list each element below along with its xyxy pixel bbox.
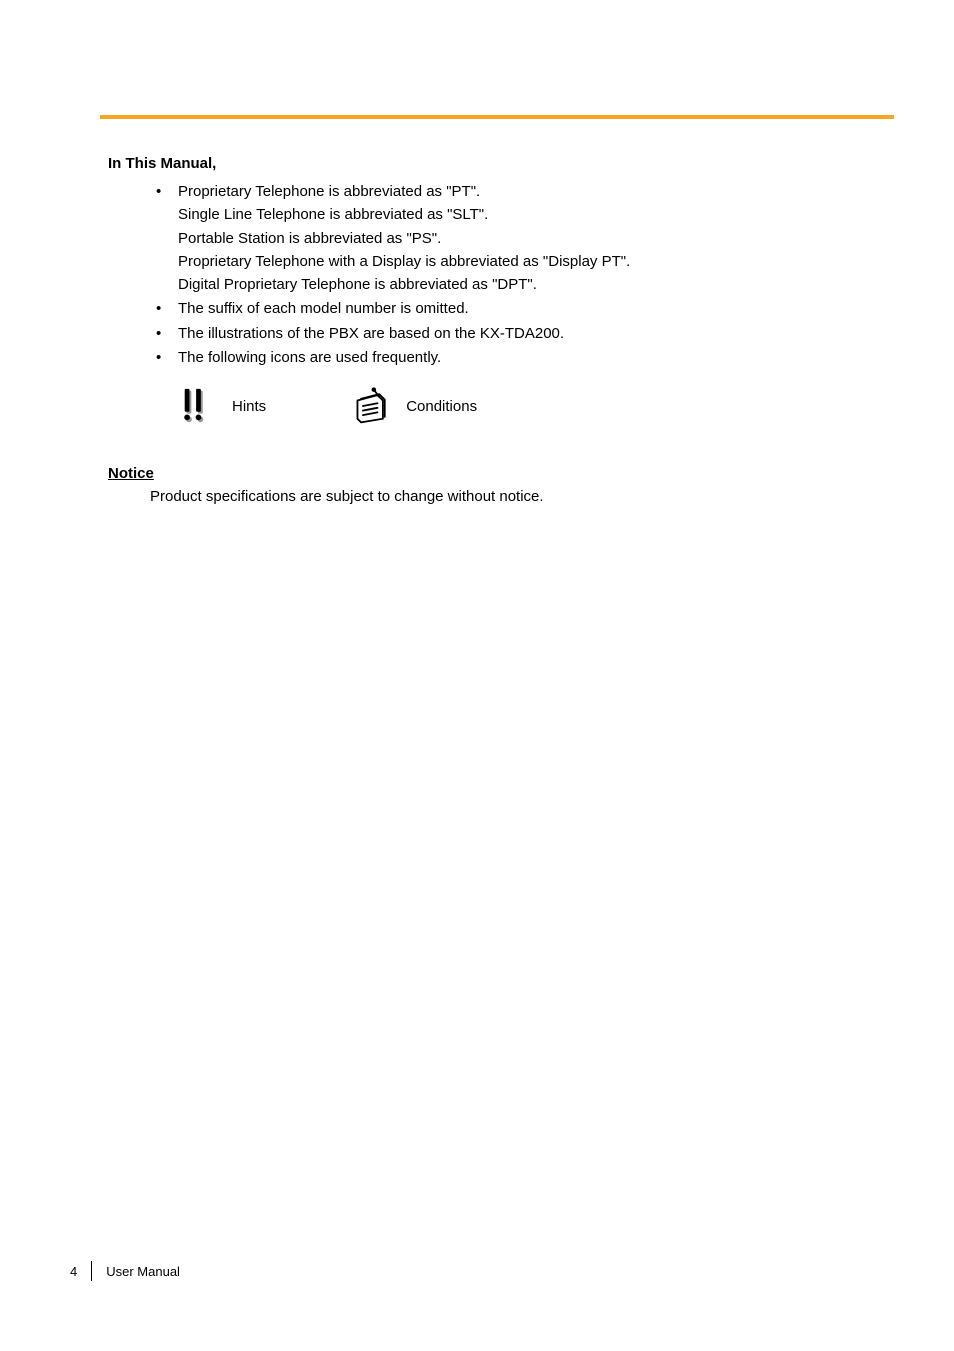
conditions-label: Conditions — [406, 398, 477, 415]
notice-text: Product specifications are subject to ch… — [150, 488, 894, 505]
page-footer: 4 User Manual — [70, 1261, 180, 1281]
list-line: Single Line Telephone is abbreviated as … — [178, 203, 894, 226]
footer-label: User Manual — [106, 1264, 180, 1279]
section-title: In This Manual, — [108, 155, 894, 172]
list-item: Proprietary Telephone is abbreviated as … — [150, 180, 894, 296]
list-line: The suffix of each model number is omitt… — [178, 297, 894, 320]
list-line: Proprietary Telephone is abbreviated as … — [178, 180, 894, 203]
list-item: The following icons are used frequently. — [150, 346, 894, 369]
header-rule — [100, 115, 894, 119]
page-number: 4 — [70, 1264, 91, 1279]
list-line: The following icons are used frequently. — [178, 346, 894, 369]
list-item: The illustrations of the PBX are based o… — [150, 322, 894, 345]
conditions-group: Conditions — [352, 387, 477, 425]
conditions-icon — [352, 387, 392, 425]
hints-group: Hints — [178, 387, 266, 425]
abbreviation-list: Proprietary Telephone is abbreviated as … — [150, 180, 894, 369]
list-line: The illustrations of the PBX are based o… — [178, 322, 894, 345]
icons-row: Hints Conditions — [178, 387, 894, 425]
list-item: The suffix of each model number is omitt… — [150, 297, 894, 320]
list-line: Portable Station is abbreviated as "PS". — [178, 227, 894, 250]
footer-separator — [91, 1261, 92, 1281]
notice-heading: Notice — [108, 465, 894, 482]
list-line: Digital Proprietary Telephone is abbrevi… — [178, 273, 894, 296]
hints-icon — [178, 387, 218, 425]
list-line: Proprietary Telephone with a Display is … — [178, 250, 894, 273]
hints-label: Hints — [232, 398, 266, 415]
page-content: In This Manual, Proprietary Telephone is… — [108, 155, 894, 505]
